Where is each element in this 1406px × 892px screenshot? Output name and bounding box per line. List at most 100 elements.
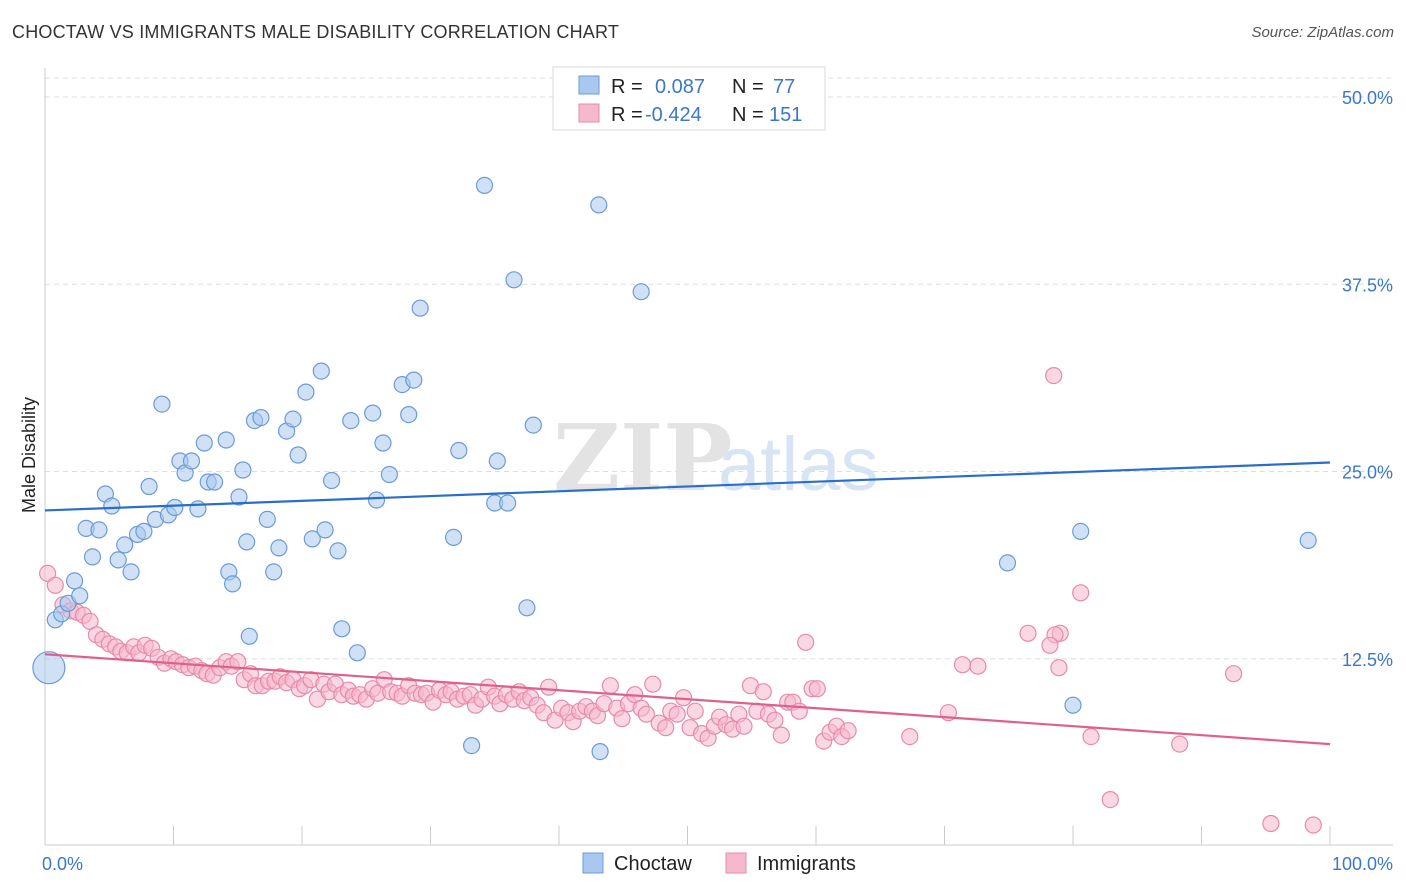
- trend-line-immigrants: [44, 653, 1331, 746]
- point-immigrants: [644, 675, 662, 693]
- point-immigrants: [1045, 367, 1063, 385]
- point-immigrants: [601, 677, 620, 695]
- point-choctaw: [405, 371, 423, 389]
- point-choctaw: [297, 383, 315, 401]
- y-tick-labels: 12.5% 25.0% 37.5% 50.0%: [1342, 88, 1393, 670]
- point-choctaw: [411, 299, 429, 317]
- point-choctaw: [303, 530, 321, 548]
- series-legend: Choctaw Immigrants: [582, 852, 856, 875]
- point-choctaw: [499, 494, 517, 512]
- point-choctaw: [475, 176, 494, 194]
- point-choctaw: [632, 283, 650, 301]
- point-immigrants: [1171, 735, 1189, 753]
- point-choctaw: [348, 644, 366, 662]
- point-choctaw: [71, 587, 89, 605]
- point-choctaw: [367, 491, 386, 509]
- y-tick-label: 37.5%: [1342, 275, 1393, 295]
- point-immigrants: [1304, 816, 1322, 834]
- stats-legend-swatch-choctaw: [578, 75, 600, 95]
- stats-r-label-immigrants: R =: [611, 104, 643, 126]
- point-choctaw: [153, 395, 171, 413]
- point-immigrants: [969, 657, 987, 675]
- trend-line-choctaw: [44, 461, 1331, 512]
- point-choctaw: [65, 572, 84, 590]
- point-immigrants: [686, 702, 704, 720]
- point-choctaw: [445, 528, 463, 547]
- point-choctaw: [230, 488, 248, 506]
- point-choctaw: [182, 452, 201, 470]
- point-immigrants: [637, 705, 656, 723]
- point-immigrants: [808, 680, 826, 698]
- point-choctaw: [342, 412, 360, 430]
- point-choctaw: [400, 406, 418, 424]
- point-immigrants: [540, 678, 558, 696]
- point-immigrants: [772, 726, 790, 744]
- stats-legend: R = 0.087 N = 77 R = -0.424 N = 151: [552, 66, 826, 131]
- point-choctaw: [284, 410, 302, 428]
- point-choctaw: [289, 446, 307, 464]
- point-choctaw: [189, 500, 207, 518]
- point-immigrants: [1072, 584, 1090, 602]
- trend-lines: [44, 461, 1331, 746]
- source-credit: Source: ZipAtlas.com: [1251, 24, 1394, 41]
- point-immigrants: [953, 656, 972, 674]
- point-choctaw: [518, 599, 536, 617]
- watermark: ZIP atlas: [553, 404, 879, 512]
- point-choctaw: [329, 542, 347, 560]
- y-tick-label: 12.5%: [1342, 650, 1393, 670]
- y-tick-label: 25.0%: [1342, 463, 1393, 483]
- stats-r-label-choctaw: R =: [611, 76, 643, 98]
- point-immigrants: [754, 683, 772, 701]
- point-choctaw: [364, 404, 382, 422]
- point-choctaw: [240, 627, 258, 645]
- point-choctaw: [524, 416, 542, 434]
- point-immigrants: [901, 727, 919, 746]
- point-immigrants: [1262, 814, 1280, 833]
- point-immigrants: [1019, 624, 1037, 642]
- point-choctaw: [265, 563, 283, 581]
- point-choctaw: [505, 271, 523, 289]
- chart-title: CHOCTAW VS IMMIGRANTS MALE DISABILITY CO…: [12, 22, 620, 42]
- legend-swatch-immigrants: [725, 852, 747, 874]
- y-tick-label: 50.0%: [1342, 88, 1393, 108]
- point-immigrants: [46, 576, 64, 594]
- axes: [44, 68, 1393, 846]
- stats-r-value-immigrants: -0.424: [645, 104, 702, 126]
- point-immigrants: [1082, 727, 1100, 746]
- point-choctaw: [374, 434, 392, 452]
- point-immigrants: [613, 710, 631, 728]
- point-immigrants: [229, 653, 247, 671]
- point-immigrants: [38, 564, 57, 583]
- gridlines: [45, 77, 1393, 660]
- point-choctaw: [224, 575, 242, 593]
- point-choctaw: [116, 536, 134, 554]
- point-choctaw: [333, 620, 351, 638]
- point-choctaw: [90, 521, 108, 539]
- point-immigrants: [766, 711, 784, 729]
- point-choctaw: [380, 465, 398, 484]
- legend-swatch-choctaw: [582, 852, 604, 874]
- point-choctaw: [32, 651, 66, 685]
- y-axis-label: Male Disability: [19, 397, 39, 513]
- point-choctaw: [206, 473, 224, 491]
- point-choctaw: [83, 548, 102, 566]
- point-immigrants: [1050, 659, 1068, 677]
- stats-n-label-choctaw: N =: [732, 76, 764, 98]
- point-choctaw: [488, 452, 506, 470]
- point-choctaw: [270, 539, 288, 557]
- x-tick-label: 100.0%: [1332, 854, 1393, 874]
- point-choctaw: [234, 461, 252, 479]
- point-choctaw: [1299, 531, 1317, 550]
- stats-r-value-choctaw: 0.087: [655, 76, 705, 98]
- point-choctaw: [195, 434, 213, 452]
- legend-label-immigrants: Immigrants: [757, 853, 856, 875]
- point-choctaw: [463, 736, 481, 755]
- point-choctaw: [252, 409, 270, 427]
- x-tick-label: 0.0%: [42, 854, 83, 874]
- stats-n-value-immigrants: 151: [769, 104, 802, 126]
- point-choctaw: [323, 471, 341, 490]
- point-choctaw: [591, 742, 609, 761]
- point-choctaw: [217, 431, 235, 449]
- point-immigrants: [839, 722, 857, 740]
